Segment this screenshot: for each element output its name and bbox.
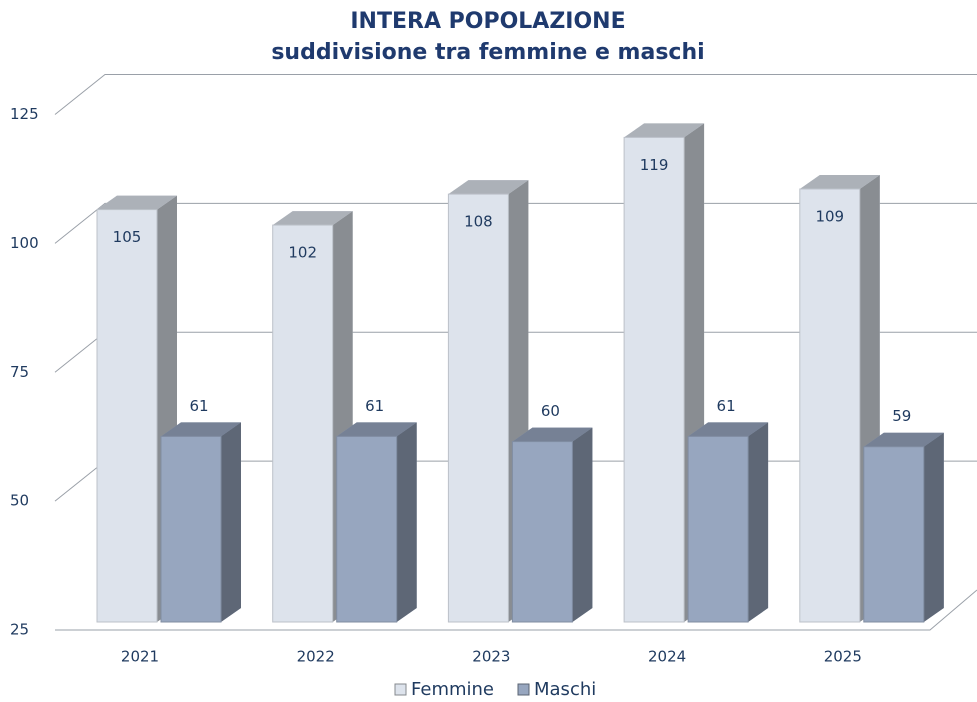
bar-top [448, 180, 529, 195]
data-label: 102 [288, 244, 317, 262]
bar-front [799, 188, 861, 623]
bar-top [688, 422, 769, 437]
bar-front [687, 435, 749, 623]
bar-group [160, 422, 241, 623]
bar-group [687, 422, 769, 623]
legend-label: Femmine [411, 679, 494, 700]
y-tick-label: 25 [10, 621, 29, 639]
bar-top [512, 427, 593, 442]
bar-group [863, 432, 944, 623]
x-tick-label: 2025 [824, 648, 862, 666]
x-tick-label: 2024 [648, 648, 686, 666]
x-tick-label: 2023 [472, 648, 510, 666]
bar-front [336, 435, 398, 623]
bar-top [863, 432, 944, 447]
bar-front [272, 224, 334, 623]
bar-front [96, 209, 158, 623]
bar-top [272, 211, 353, 226]
data-label: 61 [365, 397, 384, 415]
bar-side [221, 422, 241, 622]
legend-label: Maschi [534, 679, 596, 700]
y-tick-label: 100 [10, 234, 39, 252]
data-label: 60 [541, 402, 560, 420]
bar-group [511, 427, 593, 623]
y-tick-label: 50 [10, 492, 29, 510]
chart-title: INTERA POPOLAZIONE [350, 9, 625, 34]
x-tick-label: 2021 [121, 648, 159, 666]
data-label: 108 [464, 213, 493, 231]
bar-group [96, 195, 177, 623]
bar-top [336, 422, 417, 437]
bar-side [748, 422, 769, 622]
bar-group [272, 211, 353, 623]
data-label: 61 [189, 397, 208, 415]
data-label: 59 [892, 407, 911, 425]
y-tick-label: 125 [10, 105, 39, 123]
bar-top [624, 123, 705, 138]
bar-front [863, 446, 925, 623]
data-label: 105 [113, 228, 142, 246]
data-label: 119 [640, 156, 669, 174]
bar-top [97, 195, 177, 210]
bar-side [923, 432, 944, 622]
bar-side [396, 422, 417, 622]
legend-swatch [517, 683, 530, 696]
bar-top [799, 174, 880, 189]
y-tick-label: 75 [10, 363, 29, 381]
bar-group [336, 422, 417, 623]
data-label: 109 [815, 207, 844, 225]
bar-top [161, 422, 241, 437]
bar-front [623, 136, 685, 623]
grid-line [55, 589, 977, 631]
legend-swatch [394, 683, 407, 696]
bar-front [447, 193, 509, 623]
data-label: 61 [717, 397, 736, 415]
x-tick-label: 2022 [297, 648, 335, 666]
bar-front [160, 435, 222, 623]
bar-side [572, 427, 593, 622]
chart-subtitle: suddivisione tra femmine e maschi [271, 40, 704, 65]
bar-front [511, 441, 573, 623]
grid-line [54, 74, 977, 115]
